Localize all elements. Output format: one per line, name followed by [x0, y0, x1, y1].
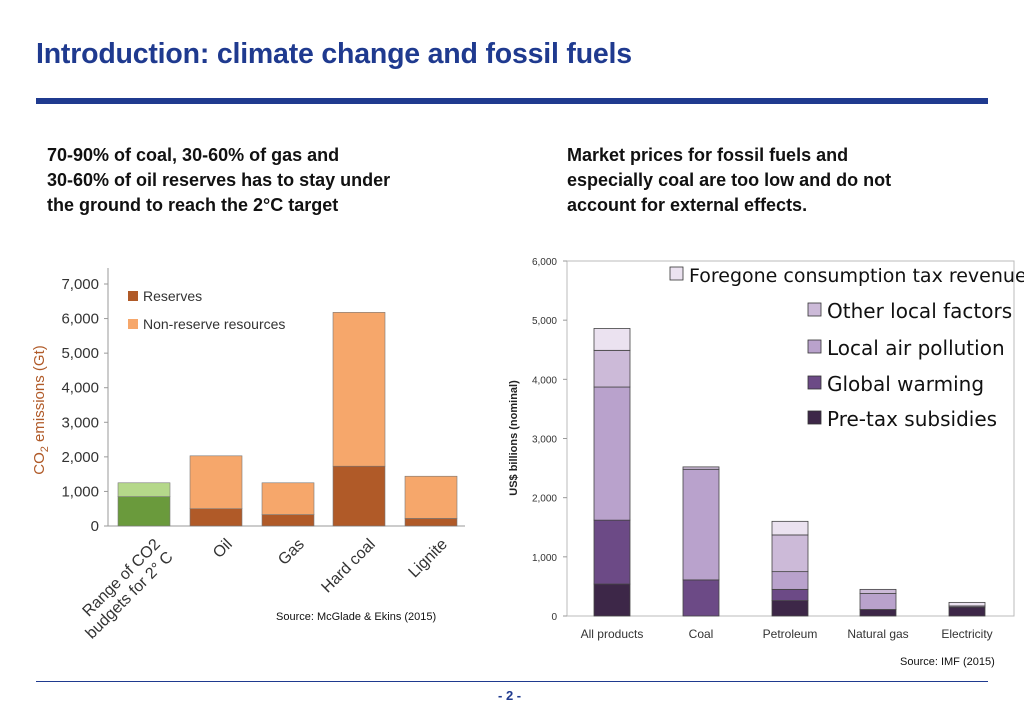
y-tick-label: 5,000 [532, 316, 557, 327]
legend-swatch [669, 266, 684, 281]
bar-segment [771, 520, 809, 536]
x-tick-label: Coal [689, 627, 714, 641]
x-tick-label: Electricity [941, 627, 992, 641]
bar-segment [859, 593, 897, 610]
y-tick-label: 4,000 [61, 380, 99, 397]
left-claim-line: the ground to reach the 2°C target [47, 195, 339, 215]
y-tick-label: 2,000 [61, 449, 99, 466]
right-claim-line: account for external effects. [567, 195, 808, 215]
legend-label: Other local factors [827, 299, 1012, 323]
left-claim-line: 30-60% of oil reserves has to stay under [47, 170, 391, 190]
bar-segment [593, 349, 631, 388]
y-tick-label: 0 [91, 518, 99, 535]
right-source-note: Source: IMF (2015) [900, 656, 995, 668]
bar-segment [682, 466, 720, 470]
legend-swatch [128, 319, 138, 329]
footer-divider [36, 681, 988, 682]
bar-segment [859, 609, 897, 617]
legend-swatch [807, 375, 822, 390]
bar-segment [682, 468, 720, 581]
y-tick-label: 6,000 [61, 311, 99, 328]
bar-segment [117, 496, 171, 527]
legend-label: Global warming [827, 372, 984, 396]
legend-swatch [807, 339, 822, 354]
bar-segment [771, 588, 809, 602]
y-tick-label: 4,000 [532, 375, 557, 386]
bar-segment [859, 588, 897, 594]
y-tick-label: 1,000 [61, 483, 99, 500]
left-claim: 70-90% of coal, 30-60% of gas and 30-60%… [47, 143, 390, 218]
legend-label: Non-reserve resources [143, 316, 285, 332]
bar-segment [404, 475, 458, 519]
y-axis-label: US$ billions (nominal) [508, 380, 520, 496]
slide-title: Introduction: climate change and fossil … [36, 38, 632, 70]
left-claim-line: 70-90% of coal, 30-60% of gas and [47, 145, 340, 165]
page-number: - 2 - [498, 688, 522, 703]
legend-swatch [807, 410, 822, 425]
bar-segment [948, 606, 986, 617]
right-claim: Market prices for fossil fuels and espec… [567, 143, 891, 218]
y-tick-label: 7,000 [61, 276, 99, 293]
x-tick-label: All products [581, 627, 644, 641]
legend-swatch [807, 302, 822, 317]
legend-label: Reserves [143, 288, 202, 304]
bar-segment [593, 328, 631, 351]
y-tick-label: 5,000 [61, 345, 99, 362]
legend-label: Foregone consumption tax revenue [689, 265, 1024, 287]
y-tick-label: 1,000 [532, 553, 557, 564]
bar-segment [593, 519, 631, 585]
legend-label: Pre-tax subsidies [827, 407, 997, 431]
bar-segment [771, 571, 809, 590]
bar-segment [189, 455, 243, 510]
bar-segment [593, 583, 631, 617]
bar-segment [332, 312, 386, 467]
y-axis-label: CO2 emissions (Gt) [31, 345, 51, 474]
right-claim-line: especially coal are too low and do not [567, 170, 892, 190]
legend-label: Local air pollution [827, 336, 1005, 360]
bar-segment [771, 600, 809, 617]
y-tick-label: 3,000 [532, 435, 557, 446]
x-tick-label: Natural gas [847, 627, 908, 641]
x-tick-label: Petroleum [763, 627, 818, 641]
legend-swatch [128, 291, 138, 301]
bar-segment [593, 386, 631, 521]
y-tick-label: 6,000 [532, 257, 557, 268]
title-divider [36, 98, 988, 104]
y-tick-label: 0 [551, 612, 557, 623]
y-tick-label: 2,000 [532, 494, 557, 505]
bar-segment [682, 579, 720, 617]
bar-segment [771, 534, 809, 573]
y-tick-label: 3,000 [61, 414, 99, 431]
bar-segment [261, 482, 315, 515]
bar-segment [948, 601, 986, 607]
bar-segment [117, 482, 171, 497]
bar-segment [332, 465, 386, 527]
left-source-note: Source: McGlade & Ekins (2015) [276, 611, 437, 623]
right-claim-line: Market prices for fossil fuels and [567, 145, 849, 165]
